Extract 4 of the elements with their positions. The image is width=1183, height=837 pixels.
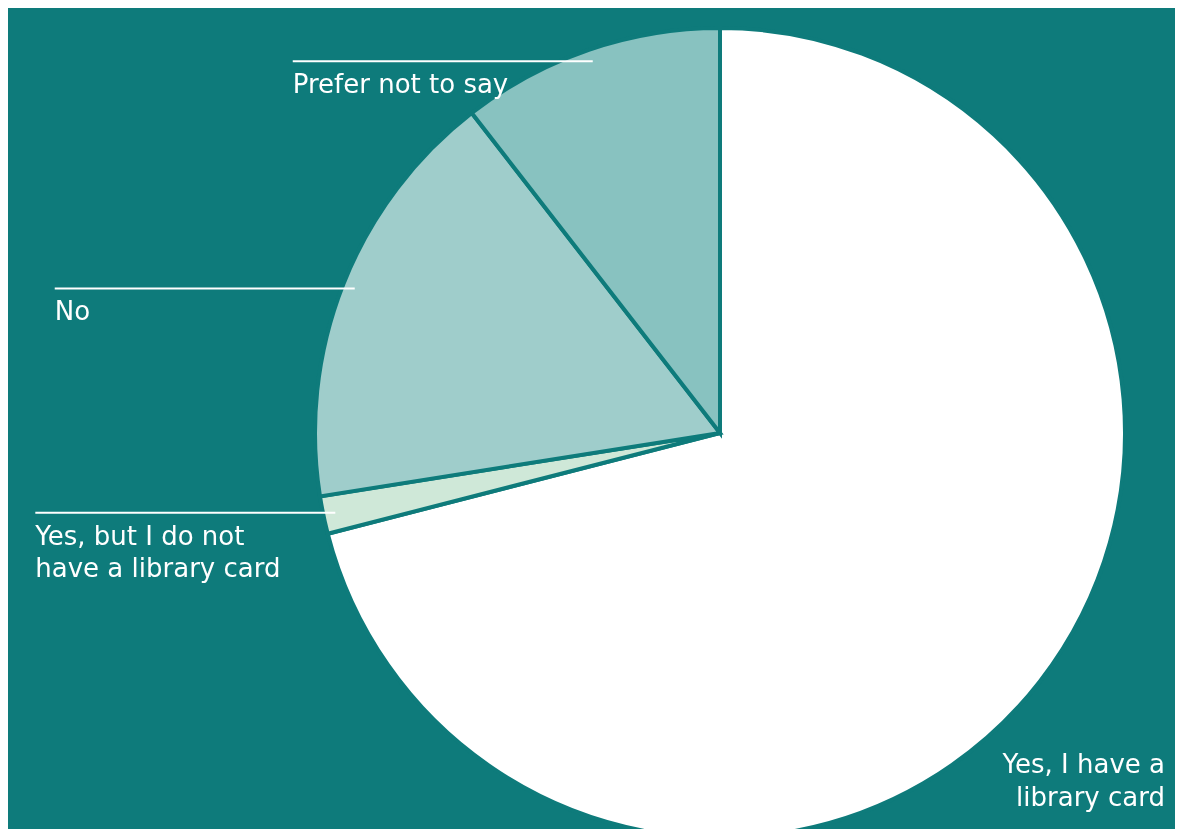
slice-label: No <box>54 296 91 327</box>
slice-label: Prefer not to say <box>292 69 509 100</box>
slice-label: Yes, but I do not have a library card <box>34 520 281 584</box>
slice-label: Yes, I have a library card <box>1001 749 1165 812</box>
